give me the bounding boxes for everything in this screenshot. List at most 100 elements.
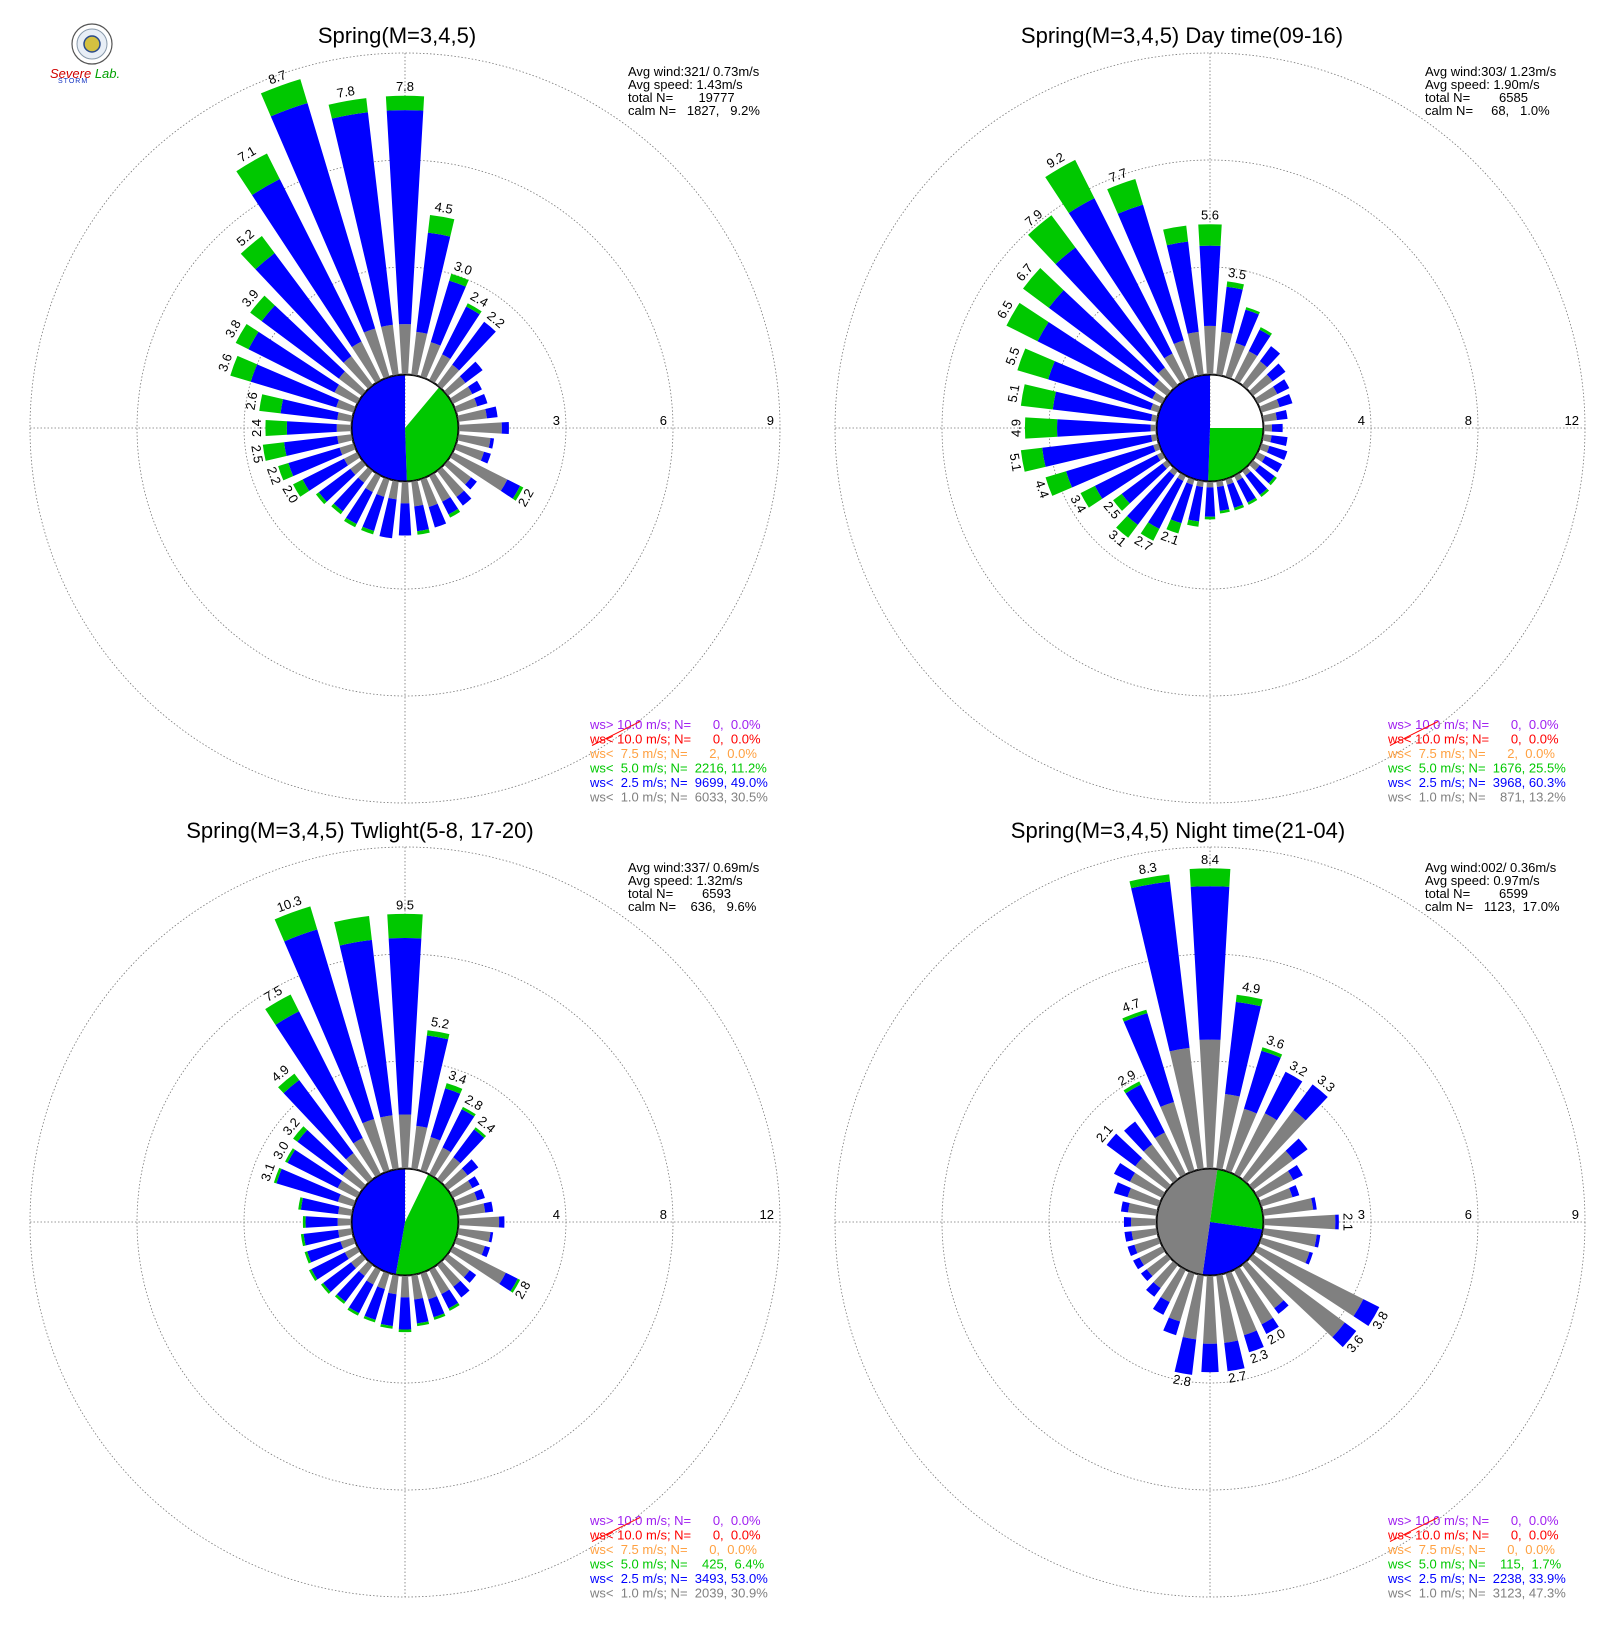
bar-segment-blue [1042, 434, 1153, 467]
bar-dir-280 [298, 1197, 353, 1216]
bar-segment-blue [416, 1035, 449, 1128]
bar-segment-green [1017, 348, 1055, 380]
logo-storm: STORM [58, 78, 89, 85]
bar-segment-blue [1224, 1340, 1245, 1372]
bar-segment-gray [1206, 481, 1214, 488]
bar-segment-blue [428, 503, 447, 528]
bar-dir-190 [379, 480, 399, 539]
bar-segment-gray [337, 412, 353, 422]
bar-segment-gray [1187, 331, 1204, 376]
bar-dir-110 [454, 1237, 491, 1258]
bar-segment-blue [318, 468, 356, 502]
bar-segment-green [1123, 1081, 1141, 1094]
bar-segment-green [512, 485, 524, 501]
bar-segment-blue [1274, 1300, 1289, 1314]
legend-strike [1389, 721, 1439, 746]
bar-segment-green [1259, 488, 1270, 498]
bar-segment-blue [336, 1271, 365, 1302]
bar-segment-blue [300, 1197, 340, 1215]
bar-segment-gray [420, 342, 441, 379]
bar-segment-green [265, 994, 300, 1025]
bar-segment-blue [1188, 485, 1204, 522]
bar-dir-0: 5.6 [1198, 208, 1222, 375]
bar-segment-gray [437, 1261, 461, 1287]
bar-label: 2.5 [248, 444, 266, 464]
legend-entry: ws< 7.5 m/s; N= 2, 0.0% [1387, 746, 1555, 761]
bar-label: 2.2 [264, 465, 284, 487]
bar-segment-gray [1146, 1254, 1171, 1277]
bar-dir-110 [454, 443, 491, 464]
bar-segment-blue [1235, 309, 1259, 347]
bar-dir-180 [398, 1275, 412, 1333]
bar-segment-green [259, 394, 284, 414]
bar-segment-blue [1227, 482, 1243, 508]
ring-label: 9 [767, 413, 774, 428]
bar-label: 5.1 [1005, 383, 1023, 403]
bar-label: 5.2 [430, 1014, 450, 1032]
bar-segment-gray [1199, 1039, 1221, 1169]
bar-dir-160 [420, 477, 447, 528]
bar-segment-gray [1135, 1158, 1171, 1190]
stat-line: total N= 19777 [628, 90, 735, 105]
bar-segment-gray [1216, 480, 1224, 487]
bar-segment-blue [364, 1286, 385, 1320]
bar-label: 2.3 [1248, 1346, 1270, 1366]
bar-segment-gray [1234, 1267, 1273, 1325]
bar-segment-green [1245, 307, 1260, 315]
bar-segment-gray [1154, 1132, 1186, 1177]
bar-segment-blue [1314, 1234, 1321, 1248]
bar-dir-340: 4.7 [1120, 995, 1195, 1173]
bar-segment-gray [388, 1274, 399, 1295]
bar-segment-gray [343, 356, 373, 389]
bar-segment-gray [1225, 1108, 1257, 1173]
bar-dir-90 [458, 422, 509, 434]
bar-dir-60 [1255, 379, 1290, 404]
bar-segment-green [1028, 215, 1076, 265]
bar-segment-green [426, 1030, 450, 1040]
bar-label: 5.1 [1007, 452, 1025, 472]
bar-segment-gray [1225, 1271, 1257, 1336]
bar-segment-blue [1052, 391, 1153, 422]
stat-line: Avg speed: 1.43m/s [628, 77, 743, 92]
bar-segment-gray [1216, 1093, 1240, 1170]
bar-dir-180 [1204, 481, 1216, 520]
bar-segment-green [315, 492, 327, 505]
bar-dir-20: 3.4 [420, 1067, 469, 1173]
bar-dir-320 [1124, 1121, 1178, 1183]
bar-segment-gray [350, 1254, 366, 1269]
bar-segment-blue [1146, 1282, 1161, 1297]
bar-segment-gray [457, 1228, 491, 1242]
bar-segment-gray [420, 477, 438, 508]
bar-segment-gray [1259, 399, 1280, 413]
bar-segment-gray [1186, 477, 1195, 485]
bar-segment-gray [1255, 1246, 1364, 1317]
bar-segment-gray [1168, 1271, 1195, 1322]
bar-segment-green [1268, 476, 1277, 486]
bar-segment-green [466, 303, 482, 315]
bar-dir-220 [334, 1261, 373, 1304]
bar-dir-210: 2.7 [1132, 473, 1186, 554]
bar-segment-green [1219, 509, 1230, 514]
bar-segment-gray [1255, 386, 1278, 404]
calm-slice-green [1208, 428, 1263, 481]
ring-label: 8 [660, 1207, 667, 1222]
bar-segment-gray [1259, 1187, 1293, 1207]
bar-segment-blue [1199, 245, 1221, 327]
ring-label: 12 [1565, 413, 1579, 428]
bar-segment-green [448, 1302, 460, 1311]
bar-segment-blue [430, 1088, 461, 1141]
bar-segment-blue [1266, 445, 1288, 460]
bar-segment-green [308, 1269, 318, 1282]
bar-segment-blue [1170, 482, 1193, 524]
bar-label: 3.0 [452, 258, 474, 278]
bar-segment-gray [1263, 424, 1273, 432]
bar-label: 4.5 [434, 199, 454, 217]
legend-entry: ws< 7.5 m/s; N= 2, 0.0% [589, 746, 757, 761]
bar-segment-blue [1273, 379, 1290, 395]
calm-slice-gray [1156, 1169, 1210, 1275]
bar-segment-gray [1234, 473, 1243, 482]
bar-segment-blue [468, 380, 482, 395]
bar-segment-blue [1048, 290, 1160, 387]
calm-pie-outline [351, 1168, 459, 1276]
bar-segment-blue [1287, 1164, 1303, 1181]
